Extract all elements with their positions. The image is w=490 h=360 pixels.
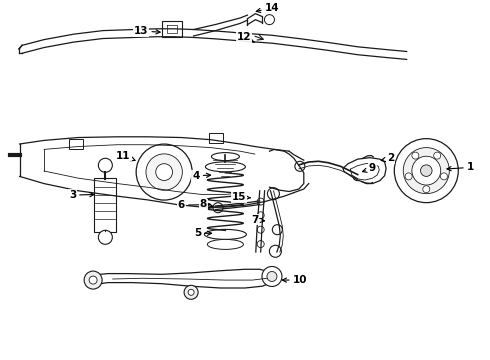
Text: 14: 14 [256,3,279,13]
Text: 12: 12 [237,32,255,42]
Text: 2: 2 [381,153,394,163]
Text: 9: 9 [363,163,376,174]
Ellipse shape [211,153,240,161]
Circle shape [405,173,412,180]
Text: 7: 7 [251,215,265,225]
FancyBboxPatch shape [69,139,83,149]
Circle shape [262,266,282,287]
Circle shape [84,271,102,289]
Circle shape [412,152,419,159]
Ellipse shape [207,239,244,249]
Circle shape [267,271,277,282]
Circle shape [268,188,279,200]
Circle shape [188,289,194,295]
Circle shape [257,226,264,233]
Circle shape [434,152,441,159]
Circle shape [423,186,430,193]
Text: 11: 11 [116,150,135,161]
Circle shape [270,245,281,257]
Ellipse shape [205,162,245,172]
FancyBboxPatch shape [95,178,116,232]
Circle shape [156,164,172,180]
Circle shape [403,148,449,194]
Text: 4: 4 [192,171,211,181]
Circle shape [265,15,274,24]
Circle shape [98,158,112,172]
Circle shape [441,173,447,180]
Circle shape [184,285,198,299]
Circle shape [213,203,223,213]
Text: 3: 3 [69,190,94,200]
Polygon shape [343,158,386,184]
Text: 1: 1 [447,162,474,172]
FancyBboxPatch shape [162,21,181,37]
Circle shape [146,154,182,190]
Circle shape [353,171,363,181]
Circle shape [257,240,264,248]
Text: 13: 13 [134,26,160,36]
Circle shape [272,225,282,235]
Text: 15: 15 [232,192,250,202]
Circle shape [89,276,97,284]
Circle shape [98,230,112,244]
Circle shape [257,212,264,219]
Circle shape [295,161,305,171]
FancyBboxPatch shape [209,132,222,143]
Circle shape [257,198,264,205]
Text: 8: 8 [200,199,213,210]
Ellipse shape [204,229,246,239]
Polygon shape [88,269,274,288]
Circle shape [136,144,192,200]
Text: 5: 5 [194,228,212,238]
Text: 10: 10 [282,275,307,285]
Text: 6: 6 [178,200,210,210]
Circle shape [420,165,432,176]
Circle shape [412,156,441,185]
Circle shape [394,139,458,203]
